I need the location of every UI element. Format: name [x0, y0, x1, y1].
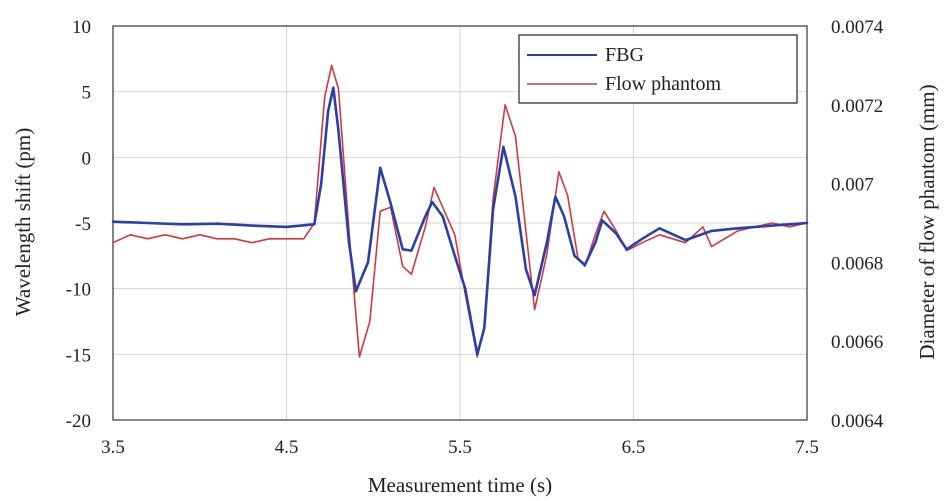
x-tick-label: 4.5 — [275, 437, 299, 458]
legend: FBG Flow phantom — [518, 34, 798, 104]
y2-tick-label: 0.0068 — [831, 253, 883, 274]
y2-axis-title: Diameter of flow phantom (mm) — [915, 84, 939, 359]
legend-label-flow-phantom: Flow phantom — [605, 73, 722, 95]
y2-tick-label: 0.0066 — [831, 332, 883, 353]
y-tick-label: -15 — [66, 345, 91, 366]
tick-labels: 3.5 4.5 5.5 6.5 7.5 -20 -15 -10 -5 0 5 10 0.0064 0.00… — [66, 17, 884, 458]
y-tick-label: -20 — [66, 411, 91, 432]
y-tick-label: 0 — [82, 148, 92, 169]
legend-label-fbg: FBG — [605, 44, 644, 66]
y2-tick-label: 0.0064 — [831, 411, 884, 432]
x-tick-label: 5.5 — [448, 437, 472, 458]
series-line-flow-phantom — [112, 64, 808, 358]
y2-tick-label: 0.007 — [831, 175, 874, 196]
series-line-fbg — [111, 86, 809, 356]
y-tick-label: -10 — [66, 280, 91, 301]
x-axis-title: Measurement time (s) — [368, 473, 552, 497]
legend-box — [518, 34, 798, 104]
x-tick-label: 3.5 — [101, 437, 125, 458]
y-tick-label: -5 — [75, 214, 91, 235]
y-tick-label: 10 — [72, 17, 91, 38]
y-axis-title: Wavelength shift (pm) — [11, 128, 35, 316]
x-tick-label: 7.5 — [795, 437, 819, 458]
y2-tick-label: 0.0072 — [831, 96, 883, 117]
y-tick-label: 5 — [82, 83, 92, 104]
x-tick-label: 6.5 — [622, 437, 646, 458]
y2-tick-label: 0.0074 — [831, 17, 884, 38]
series-group — [111, 64, 809, 358]
